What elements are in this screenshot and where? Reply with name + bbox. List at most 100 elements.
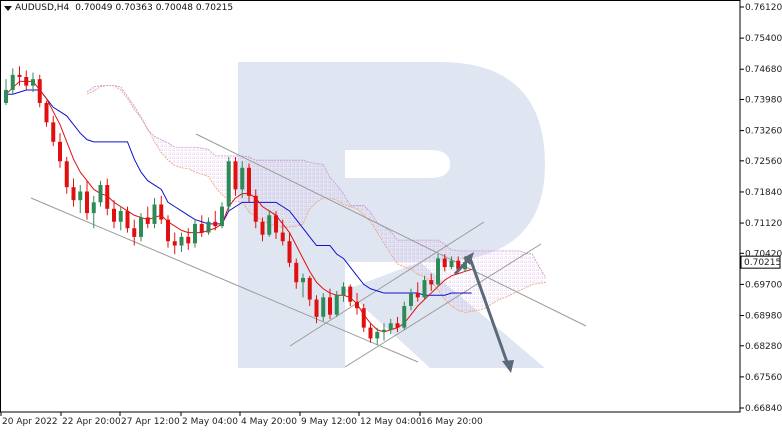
candle-body bbox=[91, 202, 96, 214]
time-label: 9 May 12:00 bbox=[301, 417, 357, 427]
candle bbox=[179, 232, 184, 253]
candle bbox=[31, 72, 35, 93]
candle bbox=[334, 290, 339, 317]
candle-body bbox=[51, 122, 56, 142]
candle bbox=[213, 210, 218, 231]
time-label: 12 May 04:00 bbox=[360, 417, 422, 427]
candle-body bbox=[253, 195, 258, 222]
candle bbox=[442, 254, 447, 272]
candle bbox=[10, 68, 15, 95]
time-label: 27 Apr 12:00 bbox=[121, 417, 180, 427]
candle-body bbox=[334, 295, 339, 315]
candle bbox=[247, 163, 251, 203]
candle bbox=[78, 185, 83, 214]
candle-body bbox=[294, 262, 299, 283]
candle bbox=[388, 318, 393, 335]
price-label: 0.67560 bbox=[745, 373, 782, 383]
candle bbox=[226, 156, 231, 211]
descending-channel-upper bbox=[195, 133, 587, 327]
candle-body bbox=[159, 204, 164, 220]
forecast-down-arrowhead bbox=[502, 360, 514, 373]
time-label: 16 May 20:00 bbox=[421, 417, 483, 427]
price-label: 0.73980 bbox=[745, 95, 782, 105]
candle-body bbox=[206, 221, 211, 233]
candle bbox=[267, 210, 272, 237]
price-label: 0.71120 bbox=[745, 219, 782, 229]
candle-body bbox=[301, 277, 305, 283]
ascending-channel-upper bbox=[289, 221, 485, 347]
candle bbox=[314, 295, 319, 324]
candle-body bbox=[449, 260, 454, 268]
candle bbox=[253, 189, 258, 229]
candle-body bbox=[463, 262, 467, 270]
candle bbox=[152, 197, 157, 229]
candle-body bbox=[442, 258, 447, 268]
time-label: 2 May 04:00 bbox=[182, 417, 238, 427]
price-label: 0.68280 bbox=[745, 342, 782, 352]
price-label: 0.76120 bbox=[745, 3, 782, 13]
candle bbox=[206, 217, 211, 235]
time-axis: 20 Apr 2022 22 Apr 20:00 27 Apr 12:00 2 May… bbox=[0, 412, 483, 427]
candle-body bbox=[132, 228, 137, 237]
candle-body bbox=[199, 223, 204, 233]
candle-body bbox=[139, 217, 143, 237]
candle bbox=[44, 100, 49, 127]
candle bbox=[159, 195, 164, 224]
candle-body bbox=[240, 167, 245, 190]
candle-body bbox=[280, 232, 285, 242]
candle bbox=[328, 288, 332, 319]
candle bbox=[132, 219, 137, 246]
candle bbox=[58, 133, 62, 168]
candle bbox=[395, 316, 400, 332]
candle bbox=[321, 293, 326, 322]
candle bbox=[382, 323, 386, 341]
kijun-line bbox=[6, 89, 472, 296]
candle bbox=[422, 275, 427, 300]
candle-body bbox=[4, 89, 8, 103]
candle-body bbox=[375, 331, 380, 339]
forecast-up-arrowhead bbox=[463, 252, 474, 265]
triangle-down-icon[interactable] bbox=[4, 5, 12, 11]
candle-body bbox=[226, 161, 231, 207]
candle-body bbox=[125, 210, 130, 229]
candle bbox=[361, 303, 366, 332]
candle-body bbox=[267, 215, 272, 235]
candle bbox=[85, 180, 89, 220]
candle-body bbox=[37, 79, 42, 103]
candle-body bbox=[24, 77, 29, 86]
candle-body bbox=[388, 323, 393, 330]
candle-body bbox=[274, 215, 278, 233]
candle-body bbox=[172, 241, 177, 246]
candle bbox=[186, 228, 191, 250]
price-label: 0.75400 bbox=[745, 34, 782, 44]
candle-body bbox=[220, 206, 224, 227]
candle bbox=[375, 327, 380, 345]
price-label: 0.71840 bbox=[745, 188, 782, 198]
candle bbox=[355, 293, 359, 315]
current-price-label: 0.70215 bbox=[744, 258, 781, 268]
candle bbox=[429, 273, 434, 291]
candle bbox=[193, 219, 197, 248]
current-price-marker: 0.70215 bbox=[740, 255, 781, 269]
forecast-arrows bbox=[453, 252, 514, 373]
candle bbox=[274, 210, 278, 240]
candle bbox=[24, 70, 29, 90]
candle-body bbox=[422, 280, 427, 298]
candle-body bbox=[321, 297, 326, 317]
candle-body bbox=[193, 223, 197, 244]
candle bbox=[112, 200, 116, 229]
candle-body bbox=[314, 299, 319, 317]
candle-body bbox=[31, 79, 35, 86]
candle bbox=[415, 282, 420, 302]
chart-header: AUDUSD,H4 0.70049 0.70363 0.70048 0.7021… bbox=[4, 3, 233, 13]
candle bbox=[118, 206, 123, 231]
senkou-span-a bbox=[86, 85, 547, 313]
candle bbox=[98, 180, 103, 207]
price-axis: 0.76120 0.75400 0.74680 0.73980 0.73260 0.725… bbox=[740, 3, 782, 414]
candle bbox=[172, 232, 177, 255]
price-label: 0.69700 bbox=[745, 280, 782, 290]
candle-body bbox=[436, 258, 440, 285]
candle bbox=[409, 288, 413, 311]
